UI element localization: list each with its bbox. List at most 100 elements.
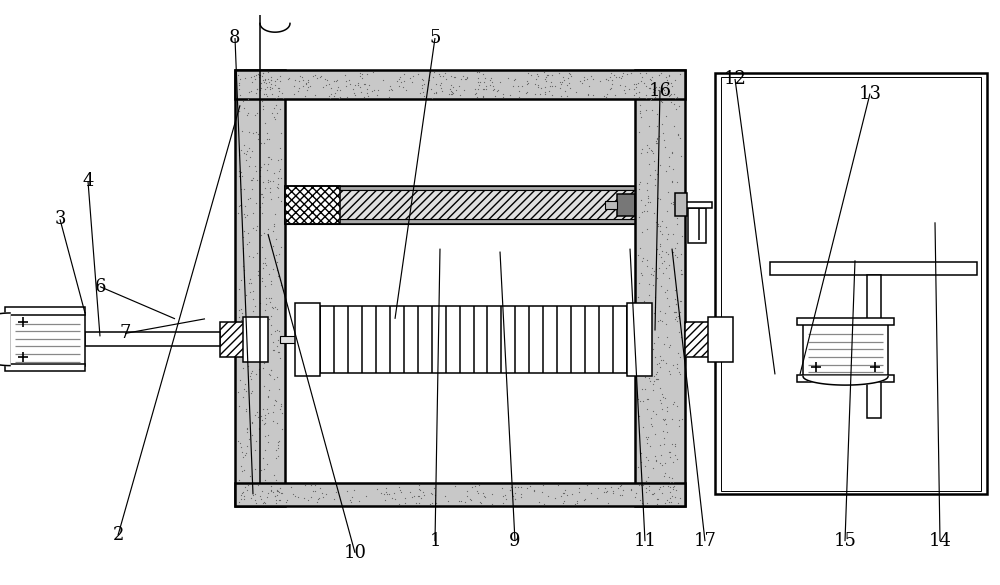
Point: [552, 77, 568, 87]
Point: [232, 200, 248, 209]
Bar: [5, 364, 85, 371]
Point: [613, 73, 629, 82]
Point: [344, 492, 360, 501]
Point: [411, 498, 427, 507]
Point: [511, 92, 527, 102]
Point: [663, 98, 679, 107]
Point: [250, 70, 266, 79]
Point: [280, 74, 296, 83]
Point: [267, 80, 283, 90]
Point: [295, 81, 311, 91]
Point: [649, 273, 665, 283]
Point: [239, 424, 255, 433]
Point: [661, 161, 677, 171]
Point: [250, 270, 266, 280]
Point: [243, 368, 259, 377]
Point: [256, 229, 272, 238]
Point: [233, 462, 249, 471]
Point: [255, 104, 271, 113]
Point: [248, 198, 264, 208]
Point: [537, 87, 553, 97]
Point: [244, 175, 260, 184]
Point: [270, 183, 286, 192]
Bar: [675, 193, 687, 216]
Point: [408, 499, 424, 508]
Point: [633, 195, 649, 204]
Point: [243, 278, 259, 288]
Point: [635, 364, 651, 373]
Point: [398, 85, 414, 95]
Point: [263, 276, 279, 285]
Point: [396, 76, 412, 85]
Point: [235, 364, 251, 373]
Point: [235, 261, 251, 271]
Point: [269, 108, 285, 118]
Point: [393, 77, 409, 87]
Point: [329, 75, 345, 85]
Text: 14: 14: [929, 532, 951, 550]
Point: [656, 85, 672, 95]
Point: [647, 180, 663, 190]
Point: [522, 481, 538, 491]
Point: [248, 167, 264, 176]
Point: [298, 79, 314, 88]
Point: [576, 495, 592, 505]
Text: 5: 5: [429, 29, 441, 47]
Point: [270, 487, 286, 496]
Point: [240, 325, 256, 335]
Point: [259, 82, 275, 91]
Point: [631, 213, 647, 222]
Point: [655, 129, 671, 138]
Point: [658, 247, 674, 257]
Point: [242, 193, 258, 202]
Point: [269, 418, 285, 428]
Point: [271, 487, 287, 497]
Point: [269, 487, 285, 496]
Point: [342, 495, 358, 504]
Point: [241, 237, 257, 246]
Point: [657, 308, 673, 318]
Point: [661, 366, 677, 375]
Point: [245, 173, 261, 183]
Point: [636, 296, 652, 305]
Point: [441, 89, 457, 98]
Point: [350, 81, 366, 90]
Point: [321, 80, 337, 89]
Bar: [803, 324, 888, 376]
Point: [404, 78, 420, 87]
Point: [571, 483, 587, 493]
Point: [446, 73, 462, 82]
Point: [384, 493, 400, 503]
Point: [661, 447, 677, 456]
Point: [641, 333, 657, 343]
Point: [270, 440, 286, 449]
Point: [267, 326, 283, 335]
Point: [634, 498, 650, 507]
Point: [250, 412, 266, 421]
Point: [265, 265, 281, 274]
Point: [283, 482, 299, 491]
Bar: [5, 307, 85, 315]
Point: [646, 208, 662, 217]
Point: [634, 308, 650, 318]
Point: [567, 499, 583, 508]
Bar: [285, 190, 635, 219]
Point: [641, 160, 657, 169]
Point: [268, 498, 284, 508]
Point: [263, 486, 279, 495]
Point: [249, 221, 265, 230]
Point: [536, 499, 552, 508]
Point: [655, 392, 671, 401]
Point: [646, 308, 662, 318]
Point: [260, 152, 276, 161]
Point: [642, 83, 658, 92]
Point: [469, 68, 485, 77]
Point: [378, 484, 394, 493]
Point: [243, 72, 259, 81]
Point: [649, 499, 665, 508]
Point: [654, 217, 670, 226]
Point: [652, 351, 668, 360]
Point: [236, 494, 252, 504]
Point: [258, 260, 274, 270]
Point: [619, 69, 635, 78]
